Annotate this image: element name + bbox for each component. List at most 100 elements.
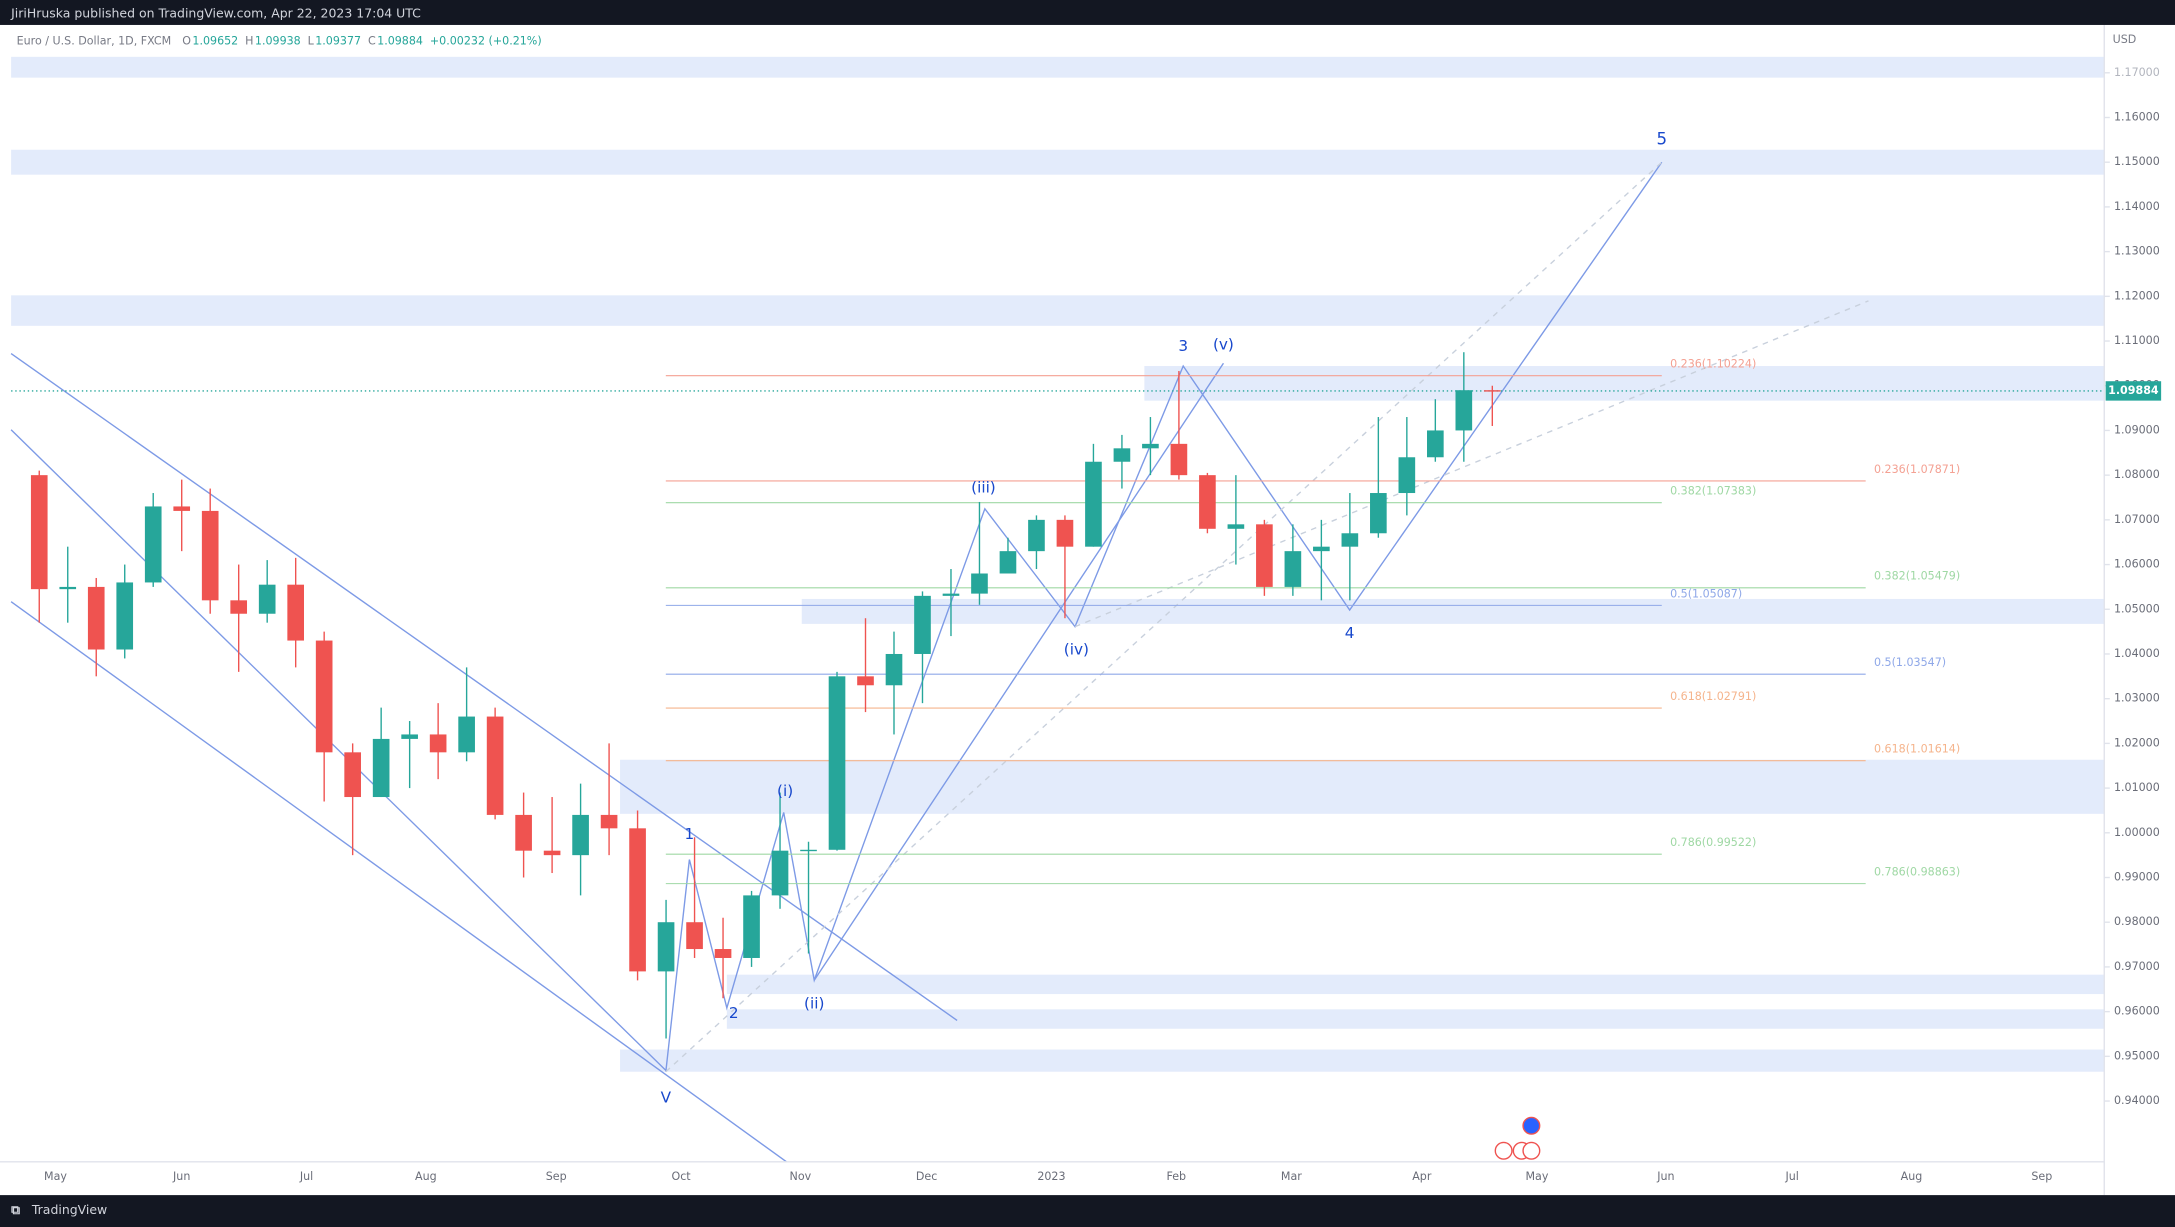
wave-label: (v)	[1213, 336, 1234, 354]
fib-label: 0.618(1.02791)	[1670, 690, 1756, 703]
fib-label: 0.236(1.07871)	[1874, 463, 1960, 476]
zones	[11, 56, 2105, 1072]
legend-key: L	[308, 35, 315, 48]
zone	[11, 295, 2105, 326]
y-tick-label: 1.06000	[2114, 558, 2160, 571]
footer-brand: TradingView	[31, 1202, 107, 1217]
zone	[726, 1009, 2105, 1029]
wave-label: 3	[1178, 337, 1188, 355]
candle-body	[743, 895, 760, 958]
candle-body	[230, 600, 248, 614]
fib-label: 0.786(0.99522)	[1670, 836, 1756, 849]
candle-body	[543, 850, 561, 856]
footer-brand: ⧉	[11, 1202, 20, 1217]
last-price-label: 1.09884	[2108, 384, 2159, 397]
candle-body	[1370, 493, 1387, 534]
channel-line	[10, 352, 958, 1021]
x-tick-label: Jul	[1784, 1170, 1798, 1183]
candle-body	[914, 595, 931, 654]
candle-body	[800, 849, 817, 852]
x-tick-label: Apr	[1412, 1170, 1432, 1183]
legend-symbol: Euro / U.S. Dollar, 1D, FXCM	[17, 35, 172, 48]
wave-label: 2	[729, 1004, 739, 1022]
candle-body	[30, 475, 48, 590]
legend-key: C	[368, 35, 376, 48]
candle-body	[59, 586, 77, 590]
y-tick-label: 1.14000	[2114, 200, 2160, 213]
candle-body	[1056, 519, 1074, 547]
candle-body	[87, 586, 105, 650]
candle-body	[1427, 430, 1444, 458]
candle-body	[999, 551, 1017, 574]
candle-body	[885, 653, 903, 686]
x-tick-label: Aug	[415, 1170, 437, 1183]
dashed-line	[665, 161, 1663, 1073]
chart-layer: 0.236(1.10224) 0.382(1.07383) 0.5(1.05087)…	[11, 130, 2105, 1107]
y-tick-label: 1.04000	[2114, 647, 2160, 660]
zone	[11, 149, 2105, 175]
y-tick-label: 1.00000	[2114, 826, 2160, 839]
wave-label: (iv)	[1064, 641, 1089, 659]
wave-label: (ii)	[804, 994, 824, 1012]
last-price-tag	[2105, 381, 2162, 401]
zone	[1144, 366, 2105, 401]
y-tick-label: 0.98000	[2114, 915, 2160, 928]
candle-body	[714, 949, 732, 958]
candle-body	[1199, 475, 1216, 529]
candle-body	[1341, 533, 1359, 547]
x-tick-label: Feb	[1166, 1170, 1186, 1183]
zone	[620, 1049, 2105, 1072]
y-tick-label: 1.15000	[2114, 155, 2160, 168]
x-tick-label: 2023	[1037, 1170, 1065, 1183]
y-tick-label: 1.07000	[2114, 513, 2160, 526]
footer-bar	[0, 1195, 2175, 1227]
candle-body	[458, 716, 475, 753]
x-tick-label: May	[1525, 1170, 1548, 1183]
candle-body	[657, 922, 675, 972]
wave-label: V	[661, 1089, 672, 1107]
candle-body	[1313, 546, 1330, 552]
candle-body	[287, 584, 305, 641]
legend-value: 1.09377	[315, 35, 361, 48]
candle-body	[486, 716, 504, 815]
channel-line	[10, 429, 667, 1071]
header-title: JiriHruska published on TradingView.com,…	[10, 5, 421, 20]
candle-body	[1284, 551, 1302, 587]
y-tick-label: 1.16000	[2114, 110, 2160, 123]
x-tick-label: Oct	[671, 1170, 691, 1183]
candle-body	[344, 752, 361, 798]
candle-body	[771, 850, 789, 896]
fib-label: 0.618(1.01614)	[1874, 743, 1960, 756]
legend-change: +0.00232 (+0.21%)	[430, 35, 542, 48]
legend-key: H	[245, 35, 253, 48]
zone	[726, 974, 2105, 995]
x-tick-label: Jul	[299, 1170, 313, 1183]
candle-body	[572, 814, 589, 856]
candle-body	[173, 506, 191, 511]
y-tick-label: 1.08000	[2114, 468, 2160, 481]
fib-label: 0.5(1.05087)	[1670, 587, 1742, 600]
candle-body	[258, 584, 276, 614]
y-tick-label: 1.11000	[2114, 334, 2160, 347]
event-icon	[1522, 1116, 1541, 1135]
candle-body	[1398, 457, 1416, 494]
candle-body	[1256, 524, 1273, 587]
candle-body	[515, 814, 532, 851]
candle-body	[942, 593, 960, 596]
x-tick-label: May	[44, 1170, 67, 1183]
y-tick-label: 0.99000	[2114, 871, 2160, 884]
candle-body	[201, 510, 219, 601]
wave-label: 1	[685, 825, 695, 843]
x-tick-label: Jun	[172, 1170, 190, 1183]
y-tick-label: 1.13000	[2114, 245, 2160, 258]
candle-body	[1483, 390, 1501, 392]
fib-label: 0.382(1.07383)	[1670, 485, 1756, 498]
dashed-line	[1074, 300, 1869, 628]
zone	[11, 56, 2105, 78]
wave-label: (iii)	[971, 479, 996, 497]
candle-body	[828, 676, 846, 850]
zone	[620, 759, 2105, 814]
x-tick-label: Aug	[1901, 1170, 1923, 1183]
y-tick-label: 1.09000	[2114, 423, 2160, 436]
